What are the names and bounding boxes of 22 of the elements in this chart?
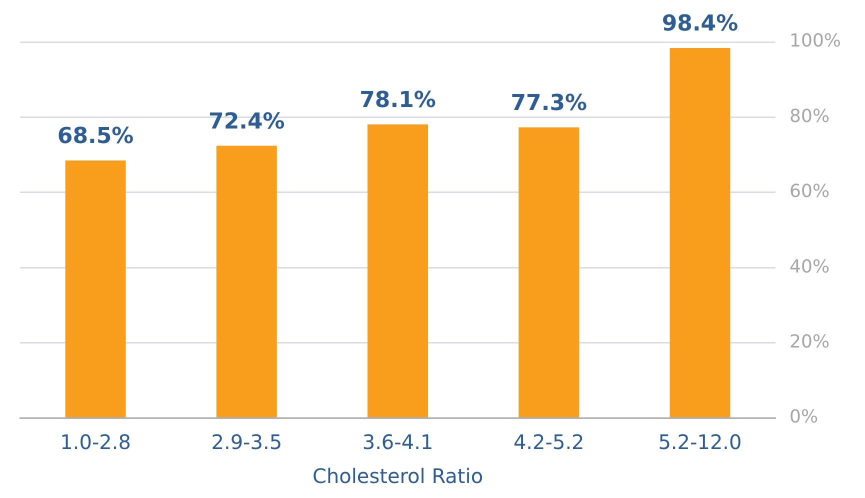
bar [518, 127, 580, 418]
x-tick-label: 3.6-4.1 [362, 430, 434, 454]
bar [670, 48, 730, 418]
y-tick-label: 80% [790, 106, 830, 127]
x-tick-label: 1.0-2.8 [60, 430, 131, 454]
x-axis-title: Cholesterol Ratio [312, 464, 484, 488]
bar [368, 124, 428, 418]
x-tick-label: 4.2-5.2 [513, 430, 584, 454]
x-tick-label: 5.2-12.0 [658, 430, 742, 454]
data-label: 68.5% [57, 124, 134, 150]
data-label: 98.4% [662, 12, 738, 37]
y-tick-label: 60% [790, 181, 830, 202]
x-tick-label: 2.9-3.5 [211, 430, 282, 454]
data-label: 72.4% [208, 109, 285, 134]
y-tick-label: 40% [790, 256, 830, 278]
y-tick-label: 0% [790, 406, 818, 428]
y-tick-label: 100% [790, 30, 842, 52]
bar [65, 160, 126, 418]
bar [216, 146, 277, 418]
data-label: 77.3% [510, 91, 588, 116]
data-label: 78.1% [360, 88, 436, 114]
y-tick-label: 20% [790, 331, 830, 352]
